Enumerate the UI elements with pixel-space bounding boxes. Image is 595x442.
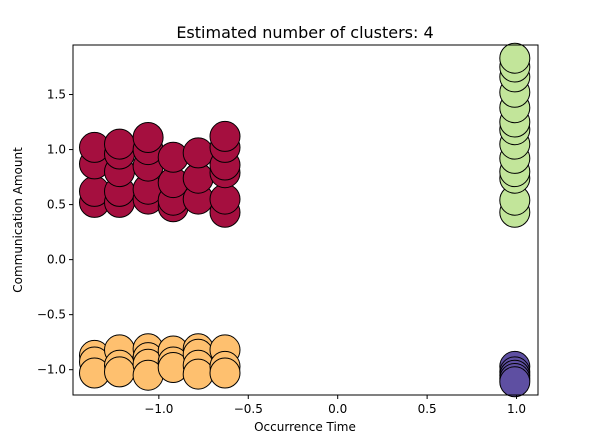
cluster-0-point-26 <box>209 120 241 152</box>
cluster-0-point-20 <box>182 137 214 169</box>
y-tick-label: 1.5 <box>47 88 66 102</box>
y-tick-label: 0.0 <box>47 253 66 267</box>
cluster-1-point-12 <box>499 42 531 74</box>
y-tick-label: 0.5 <box>47 198 66 212</box>
x-tick-label: −1.0 <box>144 402 173 416</box>
x-tick-label: −0.5 <box>234 402 263 416</box>
y-tick-label: 1.0 <box>47 143 66 157</box>
chart-title: Estimated number of clusters: 4 <box>176 23 433 42</box>
cluster-0-point-8 <box>104 128 135 160</box>
cluster-3-point-4 <box>499 366 531 398</box>
x-tick-label: 0.0 <box>328 402 347 416</box>
y-tick-label: −1.0 <box>37 363 66 377</box>
cluster-2-point-5 <box>104 356 135 388</box>
y-axis-ticks: −1.0 −0.5 0.0 0.5 1.0 1.5 <box>37 88 73 377</box>
data-points <box>79 42 531 398</box>
cluster-0-point-13 <box>132 122 164 153</box>
x-tick-label: 0.5 <box>418 402 437 416</box>
cluster-0-point-22 <box>209 183 241 215</box>
y-tick-label: −0.5 <box>37 308 66 322</box>
y-axis-label: Communication Amount <box>11 147 25 293</box>
cluster-2-point-19 <box>209 357 241 389</box>
x-tick-label: 1.0 <box>507 402 526 416</box>
x-axis-label: Occurrence Time <box>254 420 356 434</box>
cluster-2-point-16 <box>182 358 214 390</box>
axes-frame <box>72 44 539 396</box>
x-axis-ticks: −1.0 −0.5 0.0 0.5 1.0 <box>144 395 526 416</box>
